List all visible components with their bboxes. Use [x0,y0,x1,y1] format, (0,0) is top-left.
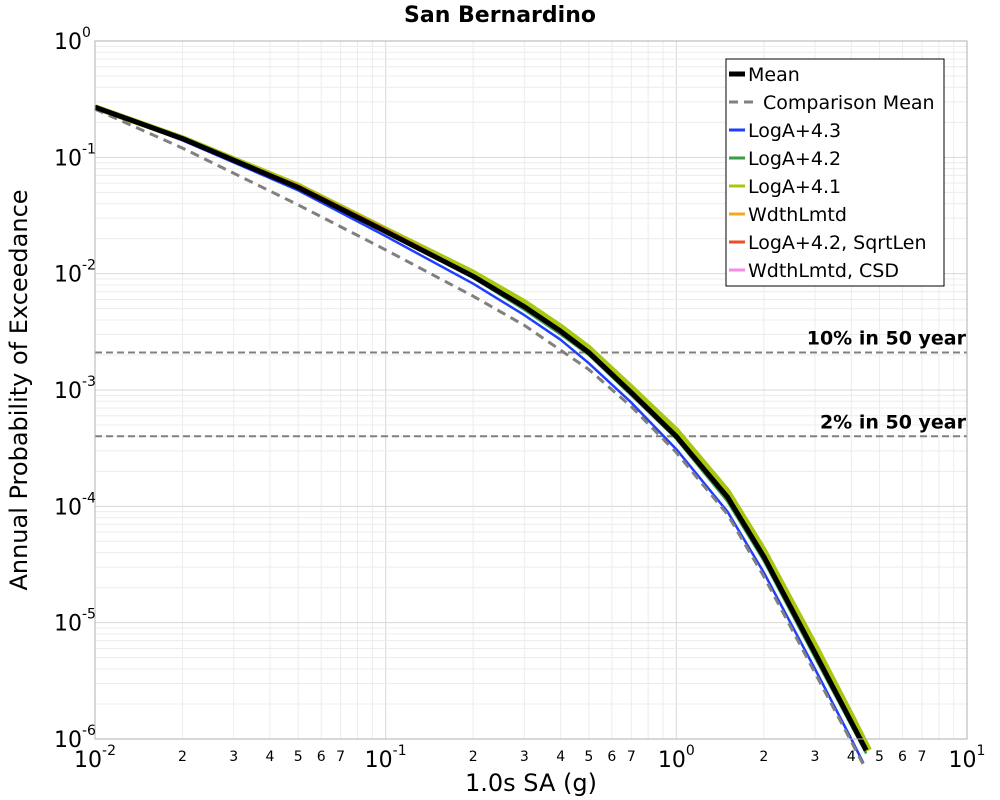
x-minor-tick-label: 5 [584,749,593,765]
x-minor-tick-label: 5 [875,749,884,765]
legend-box [725,58,945,287]
x-minor-tick-label: 4 [847,749,856,765]
legend-label: LogA+4.2, SqrtLen [748,232,927,254]
x-minor-tick-label: 7 [336,749,345,765]
legend-label: LogA+4.1 [748,176,841,198]
reference-line-label: 10% in 50 year [807,328,967,350]
reference-line-label: 2% in 50 year [820,411,967,433]
y-tick-label: 10-2 [54,258,96,288]
x-tick-label: 10-2 [74,743,116,773]
legend-label: WdthLmtd, CSD [748,260,899,282]
x-minor-tick-label: 7 [627,749,636,765]
plot-frame [94,40,968,740]
x-minor-tick-label: 3 [811,749,820,765]
x-minor-tick-label: 7 [918,749,927,765]
y-tick-label: 10-4 [54,490,96,520]
legend-label: Mean [748,64,800,86]
y-axis-label: Annual Probability of Exceedance [5,189,33,590]
x-tick-label: 10-1 [365,743,407,773]
reference-lines: 10% in 50 year 2% in 50 year [95,328,967,438]
legend-label: WdthLmtd [748,204,847,226]
y-tick-label: 10-6 [54,723,96,753]
x-minor-tick-label: 3 [229,749,238,765]
series-lines [93,104,872,766]
series-line-mean [94,104,869,752]
x-tick-label: 101 [949,743,986,773]
y-tick-label: 10-1 [54,141,96,171]
legend-label: LogA+4.3 [748,120,841,142]
x-axis-label: 1.0s SA (g) [465,769,597,797]
x-minor-tick-label: 6 [898,749,907,765]
x-minor-tick-label: 4 [266,749,275,765]
y-tick-label: 10-3 [54,374,96,404]
x-minor-tick-label: 6 [607,749,616,765]
x-tick-label: 100 [658,743,695,773]
y-tick-label: 100 [54,25,91,55]
series-line-comparison-mean [94,107,865,766]
x-minor-tick-label: 2 [759,749,768,765]
legend-label: LogA+4.2 [748,148,841,170]
y-tick-label: 10-5 [54,607,96,637]
legend-label: Comparison Mean [763,92,935,114]
x-minor-tick-label: 6 [317,749,326,765]
x-minor-tick-label: 4 [556,749,565,765]
x-minor-tick-label: 2 [178,749,187,765]
x-minor-tick-label: 2 [469,749,478,765]
y-axis-ticks: 100 10-1 10-2 10-3 10-4 10-5 10-6 [54,25,96,753]
series-line-loga-4-3 [94,106,865,764]
legend: Mean Comparison Mean LogA+4.3 LogA+4.2 LogA+… [725,58,945,287]
x-minor-tick-label: 5 [294,749,303,765]
x-minor-tick-label: 3 [520,749,529,765]
chart-title: San Bernardino [404,3,596,28]
